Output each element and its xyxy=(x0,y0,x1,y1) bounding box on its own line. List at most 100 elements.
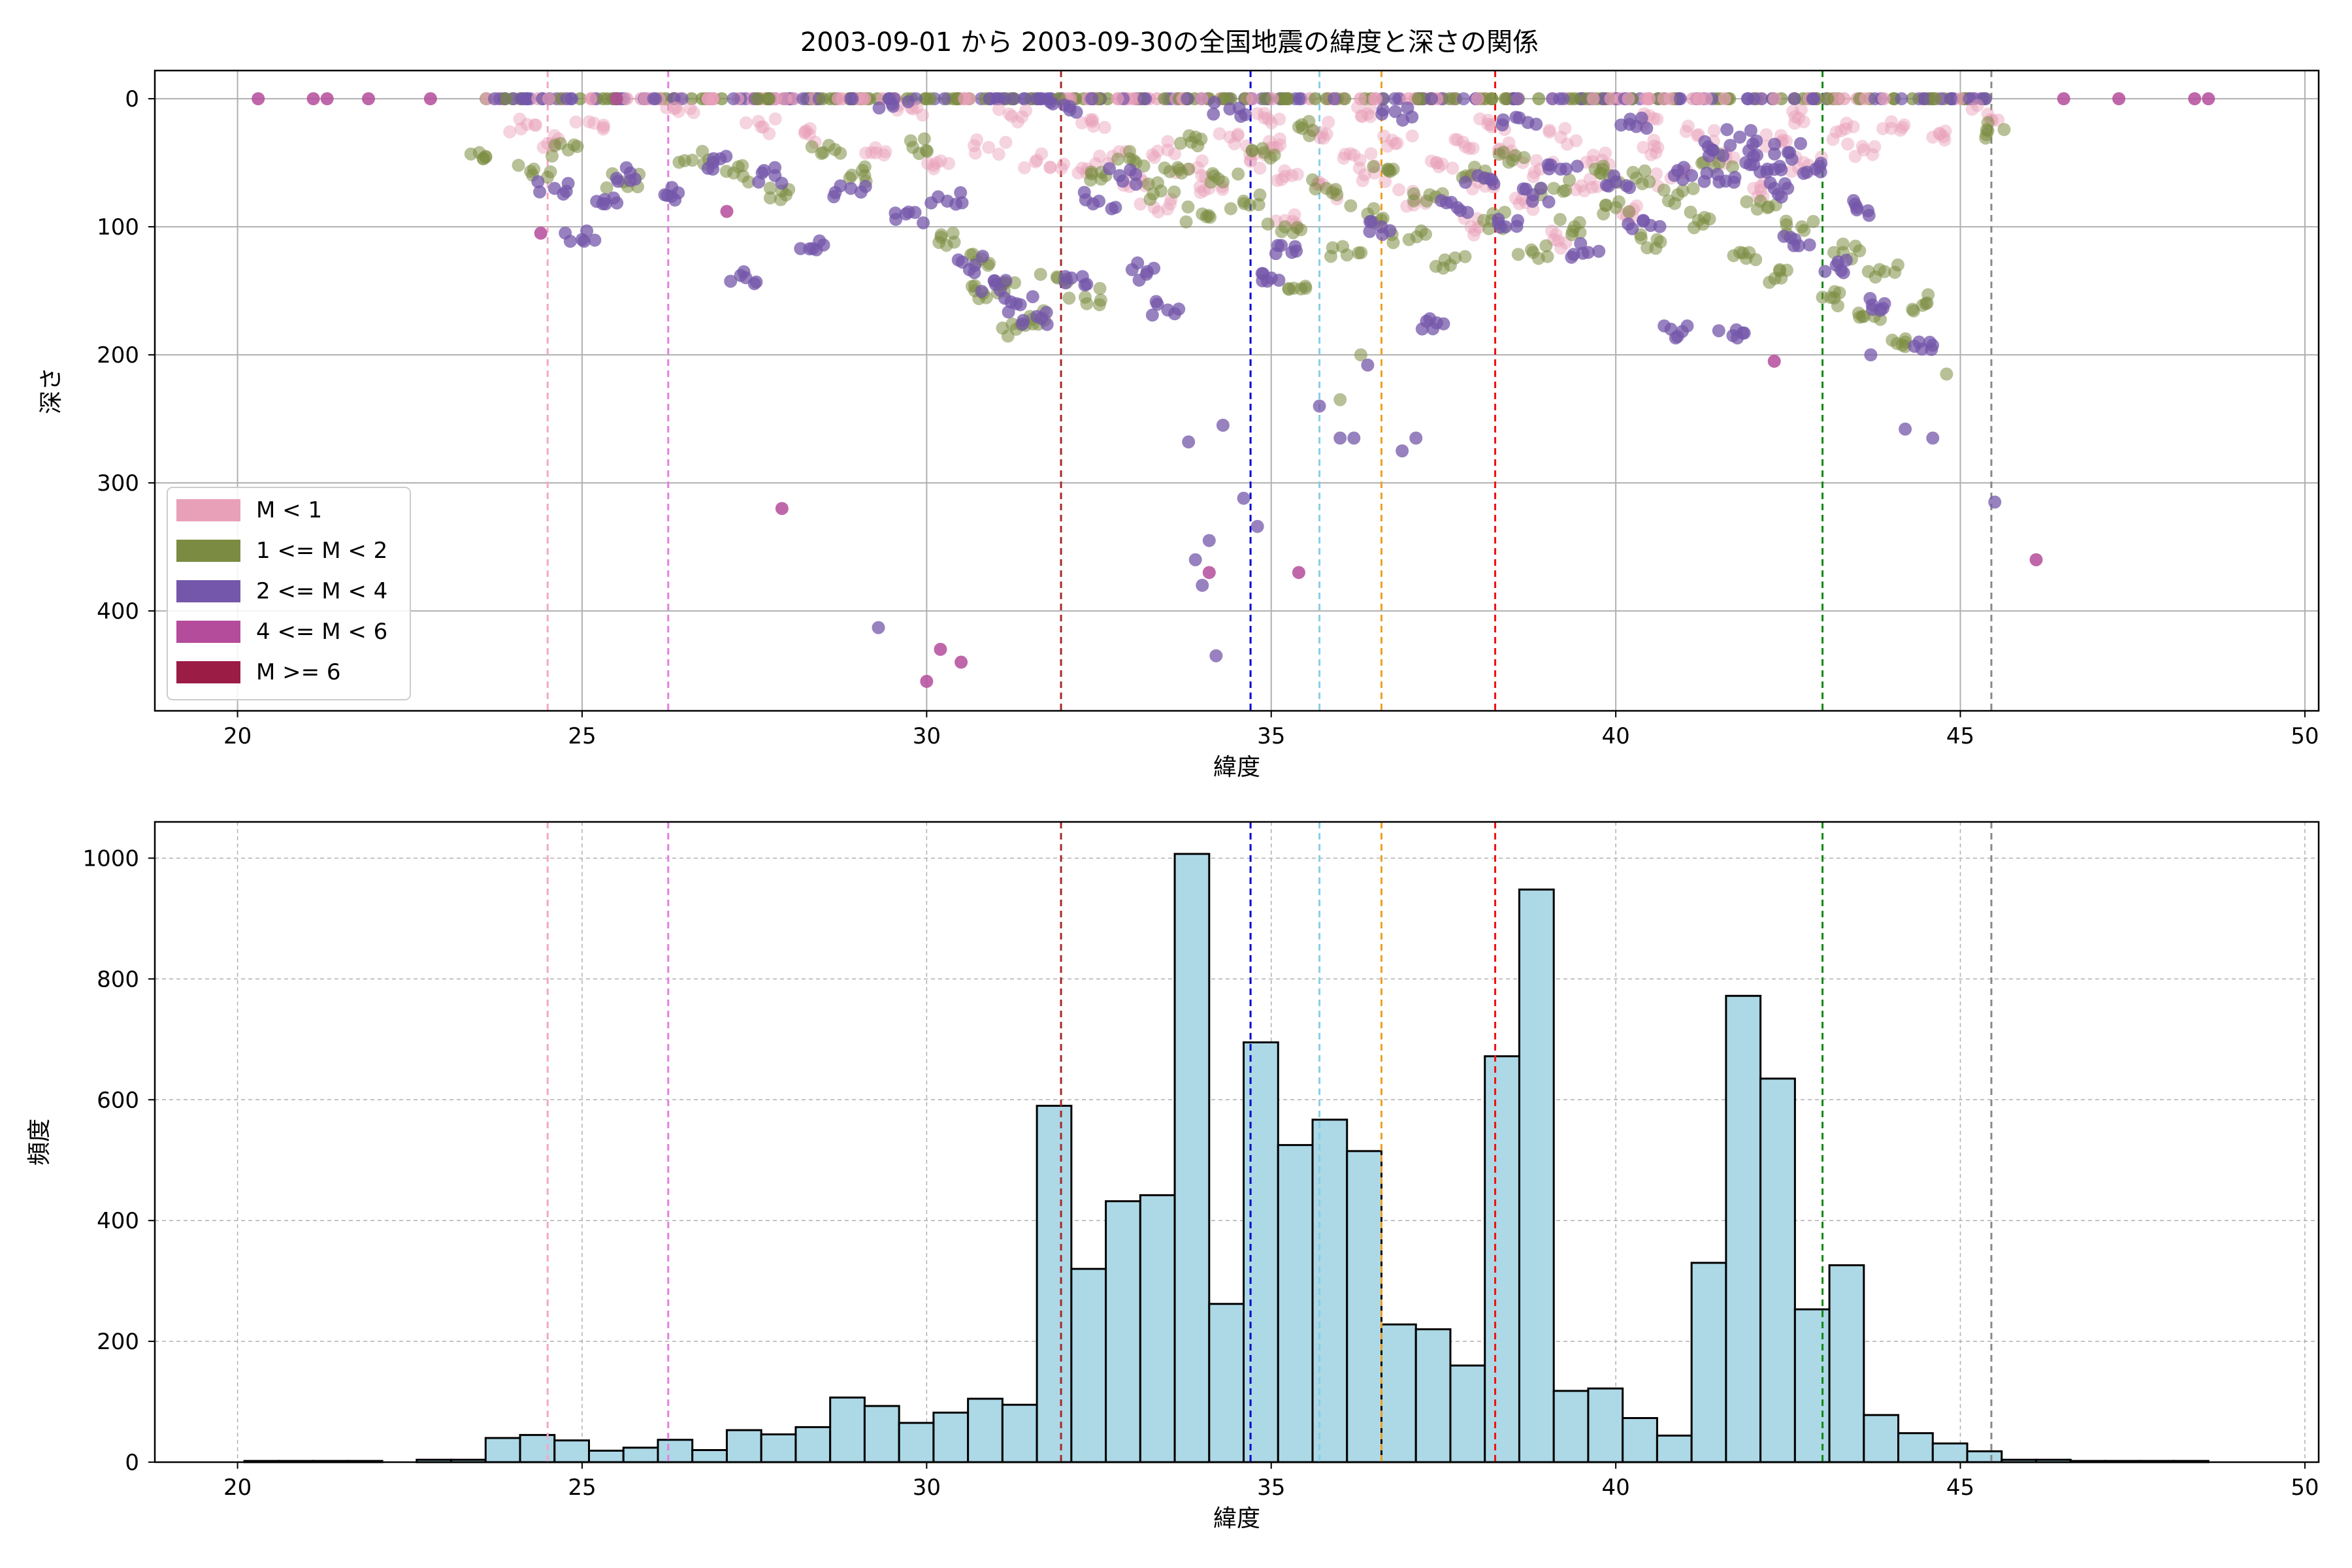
scatter-point-0-58 xyxy=(1019,104,1033,118)
scatter-point-1-34 xyxy=(1477,214,1491,227)
histogram-bar-12 xyxy=(657,1439,694,1463)
scatter-point-2-42 xyxy=(1511,214,1525,227)
scatter-point-0-51 xyxy=(1484,118,1498,131)
scatter-point-2-64 xyxy=(1746,137,1760,151)
scatter-point-2-11 xyxy=(908,206,922,220)
scatter-point-2-46 xyxy=(1602,179,1616,193)
scatter-point-1-60 xyxy=(1001,329,1015,343)
scatter-point-2-49 xyxy=(1676,172,1690,186)
scatter-point-1-49 xyxy=(1806,215,1820,229)
scatter-point-2-57 xyxy=(1861,204,1875,218)
scatter-point-0-36 xyxy=(1649,146,1663,159)
scatter-point-2-64 xyxy=(1744,123,1757,137)
histogram-y-ticks: 0 200 400 600 800 1000 xyxy=(82,845,155,1476)
scatter-point-3-4 xyxy=(423,92,437,106)
scatter-point-0-3 xyxy=(672,105,685,118)
scatter-point-0-24 xyxy=(1390,137,1404,150)
zero-depth-point xyxy=(727,92,740,106)
scatter-point-2-17 xyxy=(1078,278,1092,292)
scatter-point-2-26 xyxy=(1209,649,1223,662)
scatter-point-0-4 xyxy=(752,114,766,128)
histogram-bar-16 xyxy=(794,1426,832,1463)
zero-depth-point xyxy=(962,92,976,106)
scatter-point-0-49 xyxy=(1258,106,1271,120)
zero-depth-point xyxy=(620,92,634,106)
zero-depth-point xyxy=(1280,92,1294,106)
scatter-point-2-67 xyxy=(1793,137,1807,150)
scatter-point-2-0 xyxy=(533,185,547,199)
scatter-point-1-31 xyxy=(1407,194,1420,208)
scatter-point-1-38 xyxy=(1553,213,1567,227)
scatter-point-2-71 xyxy=(1207,107,1220,121)
scatter-point-0-3 xyxy=(660,101,674,115)
scatter-point-1-59 xyxy=(1354,348,1367,362)
scatter-point-2-2 xyxy=(610,196,624,210)
scatter-point-1-51 xyxy=(1836,237,1850,251)
scatter-y-tick-label-400: 400 xyxy=(97,598,139,625)
scatter-point-2-9 xyxy=(828,186,842,199)
scatter-point-2-39 xyxy=(1415,322,1429,336)
scatter-point-0-34 xyxy=(1599,146,1612,160)
zero-depth-point xyxy=(1718,92,1731,106)
zero-depth-point xyxy=(1699,92,1713,106)
scatter-point-1-6 xyxy=(774,193,787,206)
scatter-point-2-31 xyxy=(1275,238,1288,252)
scatter-point-0-6 xyxy=(879,145,892,159)
scatter-point-0-58 xyxy=(1005,109,1019,123)
zero-depth-point xyxy=(1906,92,1919,106)
scatter-point-1-49 xyxy=(1797,223,1811,237)
scatter-point-0-24 xyxy=(1377,129,1391,143)
scatter-point-0-32 xyxy=(1543,125,1556,139)
scatter-point-1-1 xyxy=(524,165,538,178)
scatter-point-1-42 xyxy=(1641,241,1654,255)
histogram-panel: 20 25 30 35 40 45 50 0 200 400 600 800 1000 緯度 頻度 xyxy=(26,821,2320,1532)
scatter-point-2-15 xyxy=(1002,305,1015,319)
scatter-point-0-0 xyxy=(528,118,542,132)
histogram-bar-41 xyxy=(1656,1434,1693,1463)
scatter-point-2-64 xyxy=(1720,123,1734,137)
scatter-point-0-50 xyxy=(1361,107,1375,121)
histogram-bar-22 xyxy=(1001,1403,1038,1463)
scatter-point-0-26 xyxy=(1435,157,1449,171)
scatter-point-2-72 xyxy=(1046,97,1060,110)
scatter-point-0-33 xyxy=(1585,180,1599,194)
histogram-bar-36 xyxy=(1484,1055,1520,1463)
scatter-point-2-6 xyxy=(749,275,763,289)
scatter-point-2-19 xyxy=(1129,168,1143,182)
histogram-bar-26 xyxy=(1139,1194,1176,1463)
scatter-point-0-45 xyxy=(1885,115,1899,129)
scatter-point-0-46 xyxy=(1933,127,1946,140)
scatter-point-1-28 xyxy=(1367,202,1380,216)
scatter-point-0-27 xyxy=(1448,133,1462,146)
scatter-point-0-9 xyxy=(1043,160,1057,174)
scatter-point-1-41 xyxy=(1635,177,1649,191)
scatter-point-2-12 xyxy=(954,186,968,199)
scatter-point-0-26 xyxy=(1424,154,1438,168)
scatter-point-1-29 xyxy=(1386,163,1400,176)
scatter-point-2-55 xyxy=(1797,167,1810,180)
scatter-point-1-28 xyxy=(1344,199,1358,212)
histogram-x-tick-label-30: 30 xyxy=(913,1475,941,1501)
scatter-point-2-51 xyxy=(1729,323,1743,336)
scatter-point-2-7 xyxy=(768,161,782,174)
scatter-point-1-38 xyxy=(1573,225,1587,239)
scatter-point-0-26 xyxy=(1429,155,1443,169)
scatter-point-1-22 xyxy=(1252,198,1266,212)
scatter-point-2-13 xyxy=(976,250,990,263)
scatter-point-2-17 xyxy=(1058,270,1072,284)
scatter-point-0-43 xyxy=(1840,116,1854,130)
scatter-point-1-18 xyxy=(1151,176,1164,189)
scatter-point-2-61 xyxy=(1915,342,1929,356)
histogram-bar-34 xyxy=(1414,1328,1452,1463)
scatter-point-2-40 xyxy=(1461,206,1475,220)
scatter-point-0-0 xyxy=(520,118,534,131)
scatter-point-0-32 xyxy=(1560,137,1574,151)
scatter-x-tick-label-20: 20 xyxy=(223,723,252,749)
scatter-point-0-43 xyxy=(1838,122,1852,136)
scatter-point-1-2 xyxy=(553,137,567,150)
scatter-point-1-43 xyxy=(1668,197,1682,210)
scatter-point-2-3 xyxy=(619,161,633,174)
zero-depth-point xyxy=(816,92,830,106)
zero-depth-point xyxy=(1928,92,1942,106)
scatter-point-0-43 xyxy=(1829,125,1843,139)
